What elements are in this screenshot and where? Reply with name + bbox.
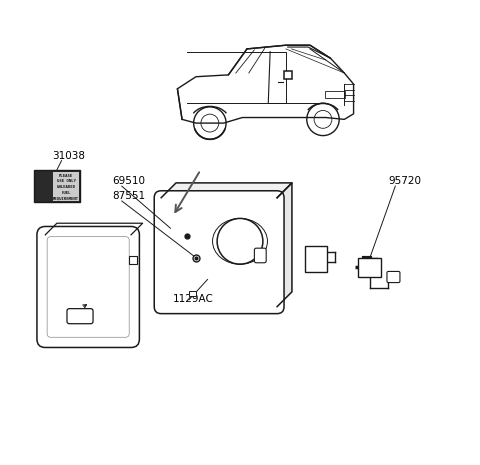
- Bar: [53, 172, 79, 201]
- Text: UNLEADED: UNLEADED: [57, 185, 76, 189]
- Bar: [358, 258, 382, 277]
- Bar: [129, 256, 137, 264]
- Text: USE ONLY: USE ONLY: [57, 179, 76, 184]
- Text: 31038: 31038: [52, 151, 85, 160]
- Text: REQUIREMENT: REQUIREMENT: [53, 197, 79, 200]
- Polygon shape: [277, 183, 292, 307]
- Bar: [34, 170, 80, 202]
- Text: 95720: 95720: [388, 176, 421, 186]
- Bar: [310, 251, 319, 267]
- Bar: [305, 246, 327, 272]
- Text: 87551: 87551: [112, 191, 145, 201]
- Bar: [284, 71, 292, 79]
- FancyBboxPatch shape: [154, 191, 284, 313]
- FancyBboxPatch shape: [37, 226, 139, 347]
- FancyBboxPatch shape: [254, 248, 266, 263]
- Bar: [325, 91, 345, 98]
- Text: 1129AC: 1129AC: [173, 294, 214, 305]
- Text: 69510: 69510: [112, 176, 145, 186]
- Polygon shape: [161, 183, 292, 198]
- Text: PLEASE: PLEASE: [59, 174, 73, 178]
- Bar: [189, 291, 196, 296]
- Text: FUEL: FUEL: [61, 191, 71, 195]
- FancyBboxPatch shape: [67, 309, 93, 324]
- FancyBboxPatch shape: [387, 272, 400, 283]
